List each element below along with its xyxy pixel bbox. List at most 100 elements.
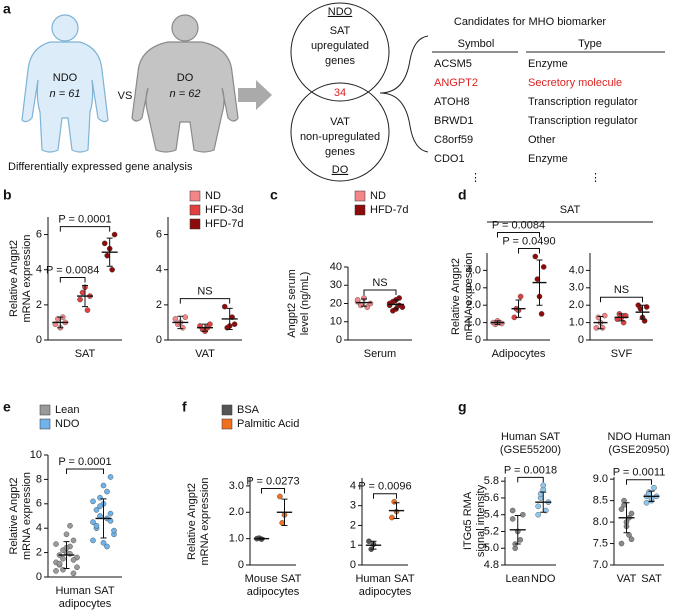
table-cell: Transcription regulator bbox=[528, 96, 638, 108]
data-point bbox=[111, 527, 117, 534]
data-point bbox=[67, 522, 73, 529]
y-tick-label: 9.0 bbox=[593, 473, 608, 485]
panel-label: d bbox=[458, 187, 467, 203]
data-point bbox=[207, 321, 213, 327]
y-tick-label: 4 bbox=[36, 522, 42, 534]
subplot-title: (GSE55200) bbox=[500, 444, 561, 456]
header: SAT bbox=[560, 204, 581, 216]
data-point bbox=[540, 264, 547, 270]
data-point bbox=[618, 506, 625, 512]
y-tick-label: 20 bbox=[330, 297, 342, 309]
legend-label: HFD-3d bbox=[205, 204, 244, 216]
y-axis-label: signal intensity bbox=[475, 484, 487, 557]
data-point bbox=[509, 516, 516, 522]
data-point bbox=[79, 289, 86, 296]
legend-label: HFD-7d bbox=[205, 218, 244, 230]
data-point bbox=[111, 231, 118, 238]
y-tick-label: 6 bbox=[36, 228, 42, 240]
y-axis-label: level (ng/mL) bbox=[299, 272, 311, 336]
table-cell: Enzyme bbox=[528, 58, 568, 70]
y-tick-label: 1.0 bbox=[569, 317, 584, 329]
data-point bbox=[221, 303, 228, 310]
error-bar bbox=[639, 304, 646, 320]
data-point bbox=[53, 541, 59, 547]
bracket-label: NS bbox=[197, 286, 212, 298]
panel-label: c bbox=[270, 187, 278, 203]
y-tick-label: 5.4 bbox=[484, 509, 499, 521]
venn-text: genes bbox=[325, 146, 355, 158]
panel-label: b bbox=[3, 187, 12, 203]
legend-label: Lean bbox=[55, 404, 79, 416]
y-axis-label: Relative Angpt2 bbox=[8, 240, 20, 317]
data-point bbox=[104, 252, 110, 259]
axis bbox=[249, 478, 296, 566]
error-bar bbox=[536, 259, 543, 306]
y-tick-label: 0 bbox=[475, 334, 481, 346]
y-tick-label: 1.0 bbox=[229, 533, 244, 545]
data-point bbox=[535, 503, 541, 510]
data-point bbox=[101, 240, 108, 247]
error-bar bbox=[540, 491, 547, 513]
bracket bbox=[59, 226, 111, 232]
data-point bbox=[53, 568, 59, 574]
y-tick-label: 0 bbox=[578, 334, 584, 346]
ndo-body bbox=[21, 14, 109, 153]
panel-a: a NDO n = 61 VS DO n = 62 Differentially… bbox=[3, 1, 665, 184]
table-title: Candidates for MHO biomarker bbox=[454, 16, 607, 28]
bracket-label: P = 0.0018 bbox=[504, 464, 557, 476]
legend-swatch bbox=[189, 218, 201, 230]
data-point bbox=[90, 498, 96, 505]
y-tick-label: 10 bbox=[30, 449, 42, 461]
y-tick-label: 3 bbox=[350, 500, 356, 512]
legend-swatch bbox=[39, 418, 51, 430]
y-tick-label: 4 bbox=[156, 264, 162, 276]
data-point bbox=[179, 324, 186, 331]
group-name: NDO bbox=[53, 72, 78, 84]
arrow bbox=[238, 80, 272, 110]
data-point bbox=[357, 302, 364, 309]
y-tick-label: 0 bbox=[36, 571, 42, 583]
bracket bbox=[626, 479, 652, 485]
x-axis-label: Human SAT bbox=[355, 573, 414, 585]
y-tick-label: 4.8 bbox=[484, 559, 499, 571]
y-axis-label: mRNA expression bbox=[21, 472, 33, 560]
bracket-label: P = 0.0084 bbox=[492, 219, 545, 231]
table-cell: BRWD1 bbox=[434, 115, 474, 127]
x-axis-label: Serum bbox=[364, 348, 396, 360]
y-tick-label: 5.8 bbox=[484, 475, 499, 487]
y-axis-label: mRNA expression bbox=[463, 252, 475, 340]
data-point bbox=[63, 531, 70, 538]
data-point bbox=[538, 311, 545, 317]
bracket bbox=[261, 487, 285, 494]
y-tick-label: 5.2 bbox=[484, 525, 499, 537]
x-axis-label: VAT bbox=[195, 348, 215, 360]
axis bbox=[589, 253, 653, 341]
venn-text: upregulated bbox=[311, 40, 369, 52]
data-point bbox=[77, 296, 83, 303]
data-point bbox=[97, 494, 103, 501]
table-cell: Other bbox=[528, 134, 556, 146]
error-bar bbox=[393, 299, 399, 310]
venn-text: DO bbox=[332, 164, 349, 176]
x-axis-label: adipocytes bbox=[359, 586, 412, 598]
y-axis-label: Relative Angpt2 bbox=[8, 477, 20, 554]
bracket-label: P = 0.0011 bbox=[613, 467, 666, 479]
data-point bbox=[74, 564, 80, 571]
data-point bbox=[93, 522, 100, 529]
legend-swatch bbox=[354, 190, 366, 202]
y-tick-label: 8 bbox=[36, 473, 42, 485]
data-point bbox=[182, 314, 189, 320]
y-tick-label: 30 bbox=[330, 279, 342, 291]
table-cell: ANGPT2 bbox=[434, 77, 478, 89]
vs-label: VS bbox=[118, 90, 133, 102]
bracket-label: P = 0.0096 bbox=[358, 481, 411, 493]
panel-label: e bbox=[3, 399, 11, 415]
table-header: Type bbox=[578, 38, 602, 50]
data-point bbox=[84, 307, 91, 313]
bracket bbox=[518, 247, 540, 254]
error-bar bbox=[494, 320, 501, 325]
bracket bbox=[59, 277, 86, 283]
y-tick-label: 7.0 bbox=[593, 559, 608, 571]
data-point bbox=[354, 297, 361, 303]
